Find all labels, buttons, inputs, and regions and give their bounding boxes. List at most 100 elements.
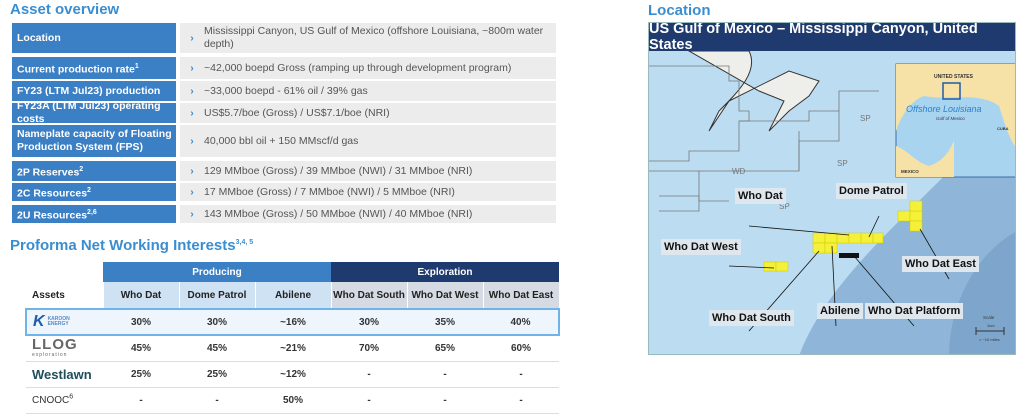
interest-cell: 40% bbox=[483, 308, 560, 336]
overview-row-label: Current production rate1 bbox=[12, 57, 176, 79]
text: Nameplate capacity of Floating Productio… bbox=[17, 128, 172, 153]
text: 2C Resources bbox=[17, 187, 88, 200]
overview-row-value: › US$5.7/boe (Gross) / US$7.1/boe (NRI) bbox=[180, 103, 556, 123]
interest-cell: 45% bbox=[179, 335, 255, 362]
map-title: US Gulf of Mexico – Mississippi Canyon, … bbox=[649, 23, 1015, 53]
text: MEXICO bbox=[901, 169, 919, 174]
text: ~42,000 boepd Gross (ramping up through … bbox=[204, 61, 512, 74]
chevron-right-icon: › bbox=[190, 61, 194, 74]
interest-cell: ~12% bbox=[255, 361, 331, 388]
text: Current production rate bbox=[17, 63, 135, 76]
interest-cell: 45% bbox=[103, 335, 179, 362]
interest-cell: ~16% bbox=[255, 308, 331, 336]
text: 2,6 bbox=[87, 208, 97, 216]
label-who-dat-platform: Who Dat Platform bbox=[865, 303, 964, 319]
text: FY23A (LTM Jul23) operating costs bbox=[17, 100, 161, 125]
table-row: K KAROON ENERGY 30% 30% ~16% 30% 35% 40% bbox=[25, 308, 560, 336]
table-row: CNOOC6- -50% - - - bbox=[26, 387, 559, 414]
text: 2U Resources bbox=[17, 209, 88, 222]
chevron-right-icon: › bbox=[190, 31, 194, 44]
text: CUBA bbox=[997, 126, 1009, 131]
text: Mississippi Canyon, US Gulf of Mexico (o… bbox=[204, 25, 544, 50]
company-cell: CNOOC6 bbox=[26, 387, 103, 414]
interests-table: Producing Exploration Assets Who Dat Dome P… bbox=[25, 262, 560, 414]
interest-cell: 25% bbox=[179, 361, 255, 388]
overview-row-value: › ~42,000 boepd Gross (ramping up through… bbox=[180, 57, 556, 79]
text: 40,000 bbl oil + 150 MMscf/d gas bbox=[204, 134, 359, 147]
text: ~33,000 boepd - 61% oil / 39% gas bbox=[204, 84, 368, 97]
text: 2 bbox=[79, 165, 84, 173]
company-cell: LLOG exploration bbox=[26, 335, 103, 362]
text: US$5.7/boe (Gross) / US$7.1/boe (NRI) bbox=[204, 106, 390, 119]
group-producing: Producing bbox=[103, 262, 331, 282]
label-who-dat-east: Who Dat East bbox=[902, 256, 979, 272]
column-header: Who Dat bbox=[103, 282, 180, 309]
overview-row-label: Location bbox=[12, 23, 176, 53]
table-row: Westlawn 25% 25% ~12% - - - bbox=[26, 361, 559, 388]
location-map: US Gulf of Mexico – Mississippi Canyon, … bbox=[648, 22, 1016, 355]
text: Location bbox=[17, 31, 61, 44]
overview-row-value: › 129 MMboe (Gross) / 39 MMboe (NWI) / 31… bbox=[180, 161, 556, 181]
text: 6 bbox=[69, 393, 74, 401]
chevron-right-icon: › bbox=[190, 134, 194, 147]
text: KAROON ENERGY bbox=[47, 316, 70, 327]
llog-logo: LLOG exploration bbox=[32, 335, 78, 358]
interest-cell: - bbox=[103, 387, 179, 414]
text: Proforma Net Working Interests bbox=[10, 237, 236, 254]
overview-row-label: 2U Resources2,6 bbox=[12, 205, 176, 223]
interests-title: Proforma Net Working Interests3,4, 5 bbox=[10, 237, 253, 254]
location-title: Location bbox=[648, 2, 711, 19]
karoon-logo-icon: K bbox=[33, 313, 45, 330]
text: SP bbox=[837, 159, 848, 168]
text: 3,4, 5 bbox=[235, 239, 254, 246]
text: WD bbox=[732, 167, 746, 176]
interest-cell: - bbox=[483, 387, 559, 414]
overview-row-value: › 143 MMboe (Gross) / 50 MMboe (NWI) / 40… bbox=[180, 205, 556, 223]
table-row: LLOG exploration 45% 45% ~21% 70% 65% 60% bbox=[26, 335, 559, 362]
interest-cell: ~21% bbox=[255, 335, 331, 362]
text: 129 MMboe (Gross) / 39 MMboe (NWI) / 31 … bbox=[204, 164, 473, 177]
label-who-dat-west: Who Dat West bbox=[661, 239, 741, 255]
label-who-dat-south: Who Dat South bbox=[709, 310, 794, 326]
text: Scale bbox=[983, 315, 995, 320]
column-header: Who Dat East bbox=[483, 282, 560, 309]
interest-cell: 65% bbox=[407, 335, 483, 362]
interest-cell: 30% bbox=[179, 308, 255, 336]
column-header: Who Dat South bbox=[331, 282, 408, 309]
chevron-right-icon: › bbox=[190, 207, 194, 220]
interest-cell: 25% bbox=[103, 361, 179, 388]
text: Offshore Louisiana bbox=[906, 104, 982, 114]
chevron-right-icon: › bbox=[190, 84, 194, 97]
interest-cell: - bbox=[179, 387, 255, 414]
scale-bar: Scale 1cm = ~10 miles bbox=[975, 315, 1005, 342]
overview-row-label: FY23A (LTM Jul23) operating costs bbox=[12, 100, 176, 125]
column-header: Dome Patrol bbox=[179, 282, 256, 309]
overview-row-value: › 40,000 bbl oil + 150 MMscf/d gas bbox=[180, 125, 556, 157]
interest-cell: - bbox=[331, 387, 407, 414]
overview-row-label: FY23 (LTM Jul23) production bbox=[12, 81, 176, 101]
text: CNOOC bbox=[32, 395, 70, 407]
interest-cell: - bbox=[331, 361, 407, 388]
text: Gulf of Mexico bbox=[936, 116, 965, 121]
column-header: Assets bbox=[26, 282, 104, 309]
map-graphic: SP SP WD SP UNITED STATES Offshore Louis… bbox=[649, 51, 1015, 354]
text: FY23 (LTM Jul23) production bbox=[17, 84, 161, 97]
overview-row-label: Nameplate capacity of Floating Productio… bbox=[12, 125, 176, 157]
westlawn-logo: Westlawn bbox=[32, 366, 92, 382]
text: SP bbox=[860, 114, 871, 123]
overview-row-value: › 17 MMboe (Gross) / 7 MMboe (NWI) / 5 MM… bbox=[180, 183, 556, 201]
label-who-dat: Who Dat bbox=[735, 188, 786, 204]
label-dome-patrol: Dome Patrol bbox=[836, 183, 907, 199]
text: SP bbox=[779, 202, 790, 211]
text: UNITED STATES bbox=[934, 74, 974, 80]
interest-cell: 30% bbox=[103, 308, 179, 336]
interest-cell: - bbox=[407, 387, 483, 414]
label-abilene: Abilene bbox=[817, 303, 863, 319]
chevron-right-icon: › bbox=[190, 185, 194, 198]
lease-blocks bbox=[763, 200, 923, 272]
text: 143 MMboe (Gross) / 50 MMboe (NWI) / 40 … bbox=[204, 207, 473, 220]
text: = ~10 miles bbox=[979, 337, 1000, 342]
company-cell: Westlawn bbox=[26, 361, 103, 388]
interest-cell: 50% bbox=[255, 387, 331, 414]
chevron-right-icon: › bbox=[190, 106, 194, 119]
